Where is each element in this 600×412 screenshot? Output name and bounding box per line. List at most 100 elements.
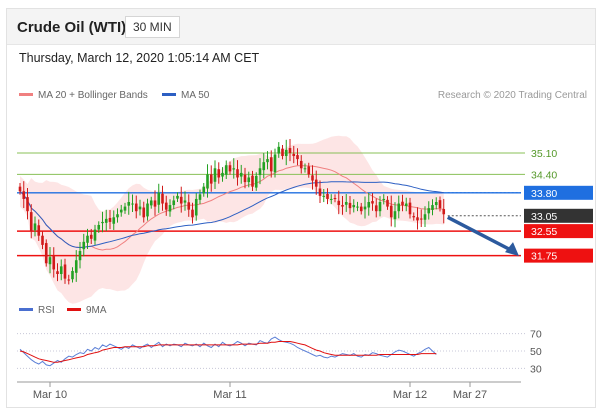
candle bbox=[146, 203, 149, 217]
candle bbox=[138, 206, 142, 210]
candle bbox=[134, 203, 138, 212]
rsi-ma-legend-swatch bbox=[67, 308, 81, 311]
candle bbox=[142, 207, 146, 218]
level-label-31.75: 31.75 bbox=[531, 251, 557, 263]
candle bbox=[86, 235, 89, 243]
candle bbox=[123, 206, 127, 211]
level-label-32.55: 32.55 bbox=[531, 226, 557, 238]
candle bbox=[198, 194, 202, 200]
candle bbox=[438, 200, 442, 209]
candle bbox=[108, 217, 112, 222]
candle bbox=[408, 202, 412, 215]
candle bbox=[22, 191, 26, 199]
candle bbox=[59, 266, 63, 275]
candle bbox=[296, 155, 299, 160]
candle bbox=[281, 148, 284, 157]
rsi-ma-legend-label: 9MA bbox=[86, 305, 107, 316]
candle bbox=[374, 205, 378, 212]
candle bbox=[434, 202, 438, 206]
candle bbox=[266, 159, 269, 163]
candle bbox=[382, 198, 386, 201]
rsi-legend-swatch bbox=[19, 308, 33, 311]
candle bbox=[209, 174, 213, 184]
candle bbox=[157, 192, 161, 205]
candle bbox=[288, 148, 292, 153]
rsi-tick-50: 50 bbox=[530, 346, 542, 358]
candle bbox=[318, 188, 322, 196]
candle bbox=[299, 160, 303, 169]
candle bbox=[37, 225, 41, 236]
candle bbox=[427, 208, 431, 214]
rsi-line bbox=[19, 336, 437, 367]
rsi-tick-70: 70 bbox=[530, 329, 542, 341]
candle bbox=[423, 214, 427, 220]
candle bbox=[292, 153, 296, 157]
level-tag-33.05 bbox=[524, 208, 593, 223]
ma50-legend-label: MA 50 bbox=[181, 90, 210, 101]
candle bbox=[311, 175, 314, 181]
instrument-title: Crude Oil (WTI) bbox=[17, 19, 127, 36]
candle bbox=[273, 154, 277, 173]
candle bbox=[93, 229, 97, 241]
candle bbox=[187, 202, 191, 210]
candle bbox=[206, 174, 209, 189]
candle bbox=[228, 165, 232, 172]
candle bbox=[363, 206, 367, 210]
candle bbox=[393, 211, 397, 220]
candle bbox=[67, 279, 71, 281]
candle bbox=[179, 196, 183, 204]
candle bbox=[386, 199, 389, 207]
candle bbox=[378, 202, 382, 212]
candle bbox=[78, 251, 82, 261]
candle bbox=[29, 212, 33, 232]
candle bbox=[161, 193, 164, 204]
candle bbox=[97, 224, 101, 230]
ma20-legend-label: MA 20 + Bollinger Bands bbox=[38, 90, 148, 101]
candle bbox=[269, 157, 273, 172]
level-tag-31.75 bbox=[524, 248, 593, 263]
candle bbox=[172, 200, 176, 206]
x-tick-label-mar-12: Mar 12 bbox=[393, 389, 427, 401]
candle bbox=[224, 165, 228, 175]
candle bbox=[344, 202, 348, 205]
level-label-33.80: 33.80 bbox=[531, 188, 557, 200]
candle bbox=[277, 146, 281, 154]
candle bbox=[397, 203, 401, 212]
candle bbox=[221, 172, 224, 177]
candle bbox=[52, 256, 56, 270]
forecast-arrow-head bbox=[505, 242, 519, 257]
candle bbox=[176, 195, 179, 199]
candle bbox=[341, 205, 344, 207]
candle bbox=[389, 205, 393, 218]
candle bbox=[303, 168, 307, 170]
candle bbox=[371, 201, 374, 204]
bollinger-band bbox=[20, 135, 444, 304]
level-tag-32.55 bbox=[524, 224, 593, 239]
candle bbox=[337, 200, 341, 206]
candle bbox=[217, 169, 221, 178]
candle bbox=[404, 203, 408, 206]
candle bbox=[367, 202, 371, 208]
candle bbox=[284, 149, 288, 157]
candle bbox=[352, 205, 356, 208]
candle bbox=[254, 175, 258, 188]
candle bbox=[236, 169, 239, 178]
price-chart: MA 20 + Bollinger Bands MA 50 Research ©… bbox=[17, 90, 593, 401]
candle bbox=[356, 206, 359, 208]
candle bbox=[164, 202, 168, 210]
candle bbox=[232, 168, 236, 170]
candle bbox=[119, 209, 123, 213]
candle bbox=[419, 218, 423, 220]
candle bbox=[416, 217, 419, 221]
candle bbox=[262, 162, 266, 171]
candle bbox=[127, 202, 131, 206]
ma50-line bbox=[19, 181, 444, 249]
level-label-34.40: 34.40 bbox=[531, 169, 557, 181]
candle bbox=[153, 200, 157, 207]
x-tick-label-mar-11: Mar 11 bbox=[213, 389, 246, 401]
candle bbox=[333, 198, 337, 200]
candle bbox=[194, 198, 198, 216]
candle bbox=[112, 217, 116, 224]
ma20-legend-swatch bbox=[19, 93, 33, 96]
timeframe-button[interactable]: 30 MIN bbox=[125, 16, 180, 38]
